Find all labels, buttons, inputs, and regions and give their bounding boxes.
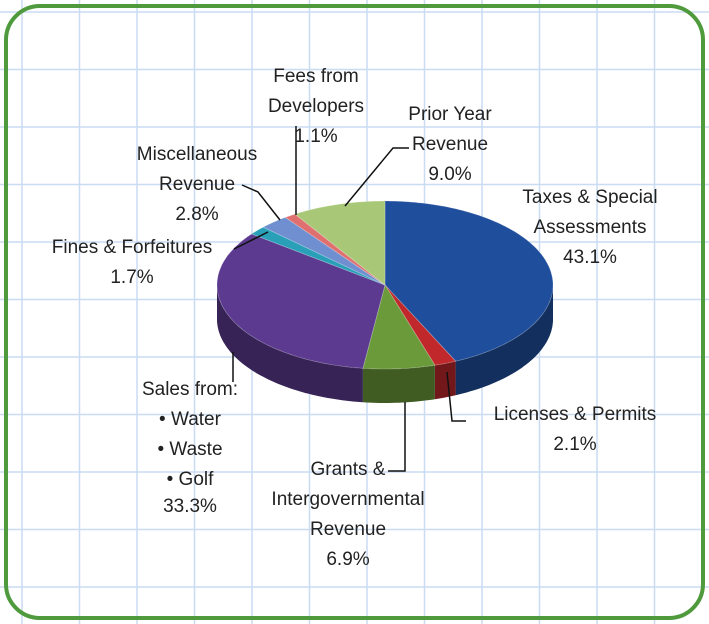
- leader-line: [344, 147, 409, 207]
- value-label: 33.3%: [163, 496, 217, 517]
- category-label: Grants & Intergovernmental Revenue: [271, 459, 424, 540]
- slice: [384, 284, 457, 366]
- slice: [216, 233, 386, 369]
- slice: [262, 216, 386, 286]
- value-label: 1.7%: [110, 267, 153, 288]
- leader-line: [241, 184, 281, 221]
- slice: [384, 200, 554, 362]
- category-label: Miscellaneous Revenue: [137, 144, 257, 195]
- category-label: Licenses & Permits: [494, 404, 657, 425]
- category-label: Fees from Developers: [268, 66, 364, 117]
- value-label: 1.1%: [294, 126, 337, 147]
- slice-side: [434, 361, 456, 400]
- slice: [362, 284, 436, 370]
- slice: [250, 226, 386, 286]
- value-label: 2.1%: [553, 434, 596, 455]
- leader-line: [446, 371, 466, 422]
- value-label: 2.8%: [175, 204, 218, 225]
- slice-side: [455, 285, 553, 396]
- leader-line: [233, 231, 269, 250]
- value-label: 6.9%: [326, 549, 369, 570]
- slice-side: [362, 365, 435, 403]
- leader-line: [388, 402, 406, 472]
- category-label: Sales from: • Water • Waste • Golf: [142, 379, 238, 490]
- slice-side: [217, 285, 363, 403]
- category-label: Prior Year Revenue: [408, 104, 492, 155]
- frame: [4, 4, 705, 620]
- slice: [294, 200, 386, 286]
- value-label: 9.0%: [428, 164, 471, 185]
- category-label: Taxes & Special Assessments: [522, 187, 657, 238]
- value-label: 43.1%: [563, 247, 617, 268]
- category-label: Fines & Forfeitures: [52, 237, 213, 258]
